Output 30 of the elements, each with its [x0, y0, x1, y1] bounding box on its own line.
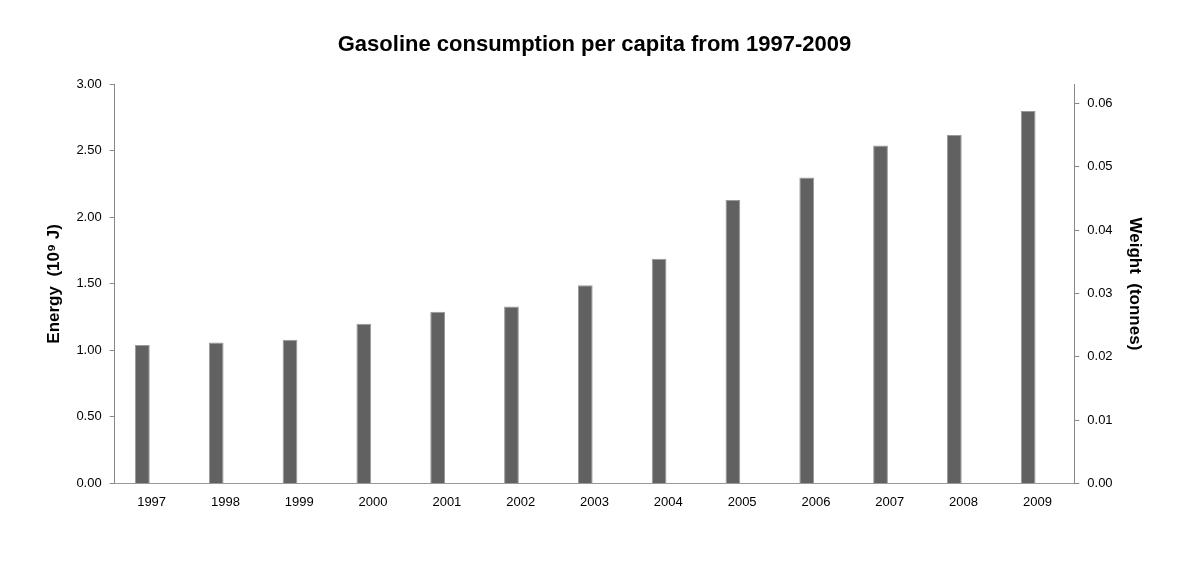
x-tick-label: 2009: [1022, 493, 1052, 509]
y-tick-label: 1.50: [76, 275, 102, 291]
x-tick-label: 1999: [284, 493, 314, 509]
x-tick-label: 2006: [801, 493, 831, 509]
x-tick-label: 2003: [580, 493, 609, 509]
y2-tick-label: 0.01: [1087, 411, 1113, 427]
x-tick-label: 2002: [506, 493, 536, 509]
y2-tick-label: 0.03: [1087, 284, 1113, 300]
y2-tick-label: 0.00: [1087, 474, 1113, 490]
x-tick-label: 2008: [949, 493, 979, 509]
chart-title: Gasoline consumption per capita from 1997-2009: [337, 31, 852, 57]
x-tick-label: 2007: [875, 493, 905, 509]
x-tick-label: 2004: [653, 493, 683, 509]
x-tick-label: 1998: [210, 493, 240, 509]
y-tick-label: 2.00: [76, 208, 102, 224]
y-axis-title: Energy (10⁹ J): [43, 224, 63, 344]
y2-tick-label: 0.05: [1087, 158, 1113, 174]
x-tick-label: 1997: [137, 493, 167, 509]
y2-tick-label: 0.04: [1087, 221, 1113, 237]
x-tick-label: 2000: [358, 493, 388, 509]
y2-axis-title: Weight (tonnes): [1126, 217, 1146, 351]
y-tick-label: 2.50: [76, 142, 102, 158]
y-tick-label: 1.00: [76, 341, 102, 357]
x-tick-label: 2005: [727, 493, 757, 509]
y2-tick-label: 0.02: [1087, 348, 1113, 364]
y-tick-label: 0.50: [76, 408, 102, 424]
y2-tick-label: 0.06: [1087, 94, 1113, 110]
y-tick-label: 3.00: [76, 75, 102, 91]
y-tick-label: 0.00: [76, 474, 102, 490]
x-tick-label: 2001: [432, 493, 462, 509]
